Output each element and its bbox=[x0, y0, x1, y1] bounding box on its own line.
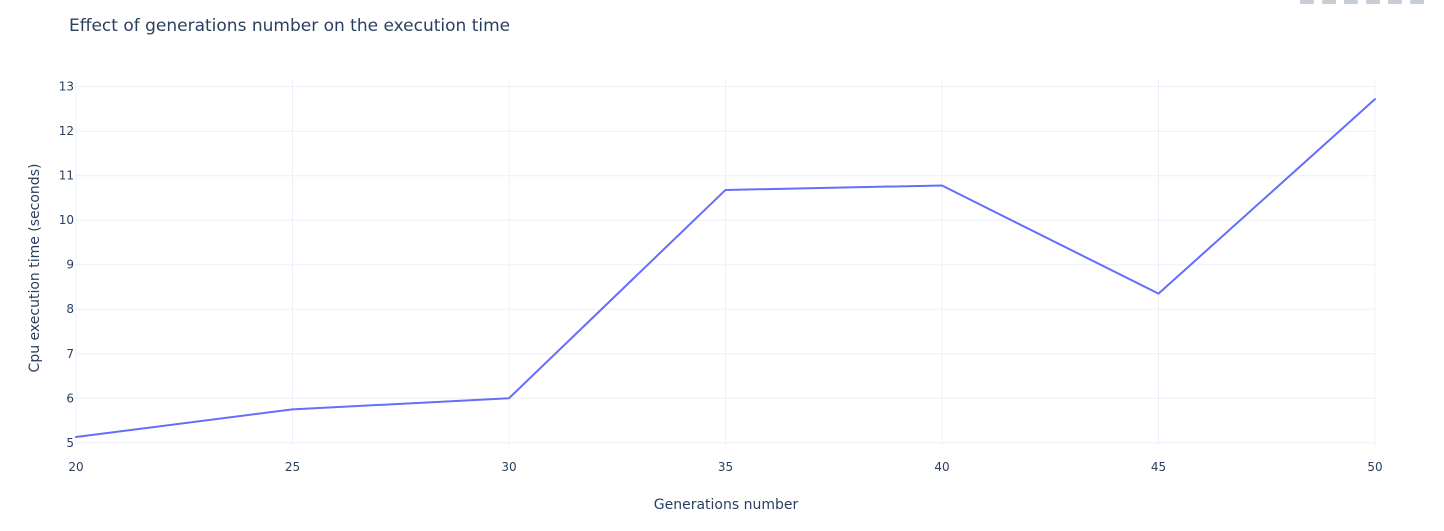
x-tick-label: 35 bbox=[718, 460, 733, 474]
x-tick-label: 45 bbox=[1151, 460, 1166, 474]
data-point bbox=[721, 185, 731, 195]
x-axis-label: Generations number bbox=[654, 497, 799, 513]
data-point bbox=[937, 180, 947, 190]
data-point bbox=[71, 432, 81, 442]
y-tick-label: 11 bbox=[59, 169, 74, 183]
plot-area: 20 25 30 35 40 45 50 5 6 7 8 9 10 11 12 13 bbox=[59, 80, 1383, 474]
chart-title: Effect of generations number on the exec… bbox=[69, 16, 510, 36]
zoom-out-icon[interactable] bbox=[1366, 0, 1380, 4]
autoscale-icon[interactable] bbox=[1388, 0, 1402, 4]
x-tick-label: 40 bbox=[934, 460, 949, 474]
modebar bbox=[1300, 0, 1424, 6]
pan-icon[interactable] bbox=[1322, 0, 1336, 4]
y-tick-label: 9 bbox=[66, 258, 74, 272]
y-tick-label: 12 bbox=[59, 124, 74, 138]
x-tick-label: 50 bbox=[1367, 460, 1382, 474]
data-point bbox=[1370, 94, 1380, 104]
y-axis-label: Cpu execution time (seconds) bbox=[27, 164, 43, 373]
x-tick-label: 30 bbox=[501, 460, 516, 474]
x-tick-label: 25 bbox=[285, 460, 300, 474]
data-point bbox=[504, 393, 514, 403]
y-tick-label: 10 bbox=[59, 213, 74, 227]
reset-icon[interactable] bbox=[1410, 0, 1424, 4]
data-point bbox=[1154, 289, 1164, 299]
x-tick-label: 20 bbox=[68, 460, 83, 474]
y-tick-label: 8 bbox=[66, 302, 74, 316]
y-tick-label: 5 bbox=[66, 436, 74, 450]
y-tick-label: 7 bbox=[66, 347, 74, 361]
data-point bbox=[288, 404, 298, 414]
zoom-icon[interactable] bbox=[1300, 0, 1314, 4]
y-tick-label: 13 bbox=[59, 80, 74, 94]
series-line bbox=[75, 98, 1376, 438]
y-tick-label: 6 bbox=[66, 391, 74, 405]
zoom-in-icon[interactable] bbox=[1344, 0, 1358, 4]
